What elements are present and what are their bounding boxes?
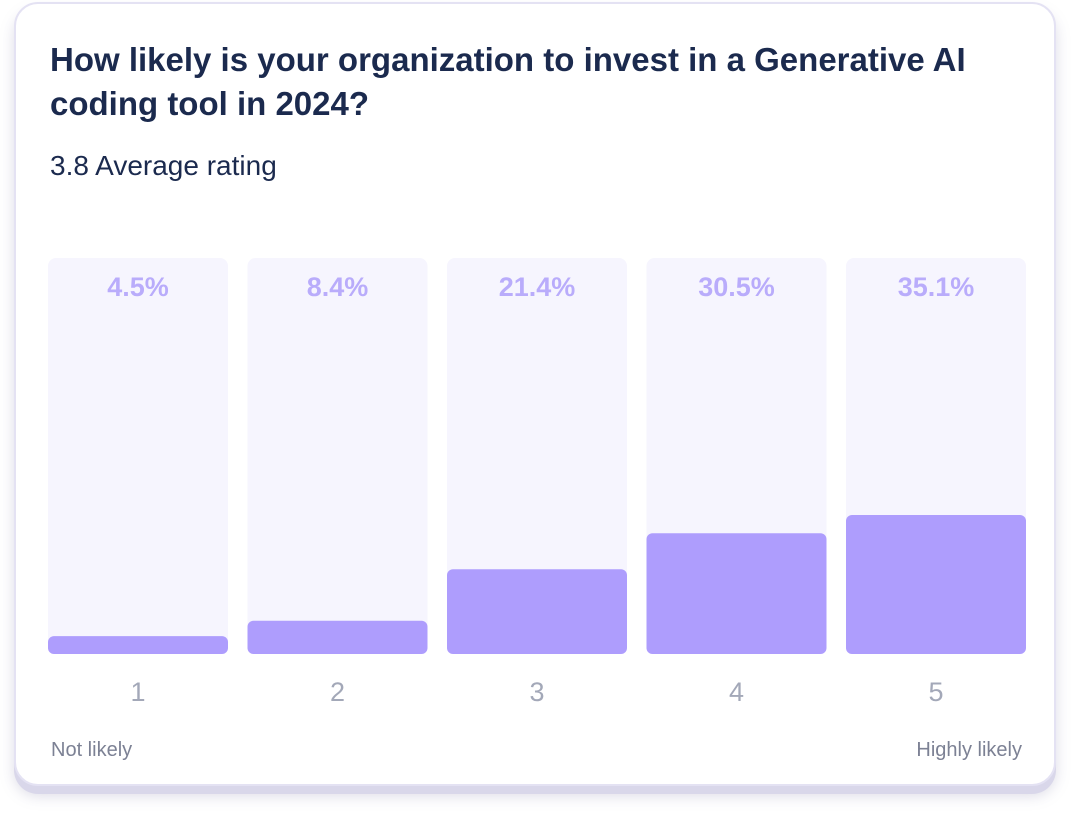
bar-track-3 — [447, 258, 627, 654]
value-label-2: 8.4% — [307, 272, 369, 302]
average-rating: 3.8 Average rating — [50, 150, 277, 181]
bar-track-1 — [48, 258, 228, 654]
value-label-4: 30.5% — [698, 272, 775, 302]
tick-label-1: 1 — [130, 677, 145, 707]
survey-card: How likely is your organization to inves… — [14, 2, 1056, 786]
bar-4 — [646, 533, 827, 654]
bar-chart: 4.5% 1 8.4% 2 21.4% 3 30.5% 4 35.1% 5 — [48, 258, 1026, 707]
bar-3 — [447, 569, 627, 654]
bar-5 — [846, 515, 1026, 654]
tick-label-3: 3 — [529, 677, 544, 707]
value-label-3: 21.4% — [499, 272, 576, 302]
scale-high-label: Highly likely — [916, 739, 1022, 761]
bar-track-2 — [247, 258, 428, 654]
chart-title: How likely is your organization to inves… — [50, 41, 966, 122]
bar-2 — [247, 620, 428, 654]
tick-label-4: 4 — [729, 677, 744, 707]
scale-low-label: Not likely — [51, 739, 133, 761]
tick-label-2: 2 — [330, 677, 345, 707]
bar-1 — [48, 636, 228, 654]
value-label-1: 4.5% — [107, 272, 169, 302]
value-label-5: 35.1% — [898, 272, 975, 302]
tick-label-5: 5 — [928, 677, 943, 707]
